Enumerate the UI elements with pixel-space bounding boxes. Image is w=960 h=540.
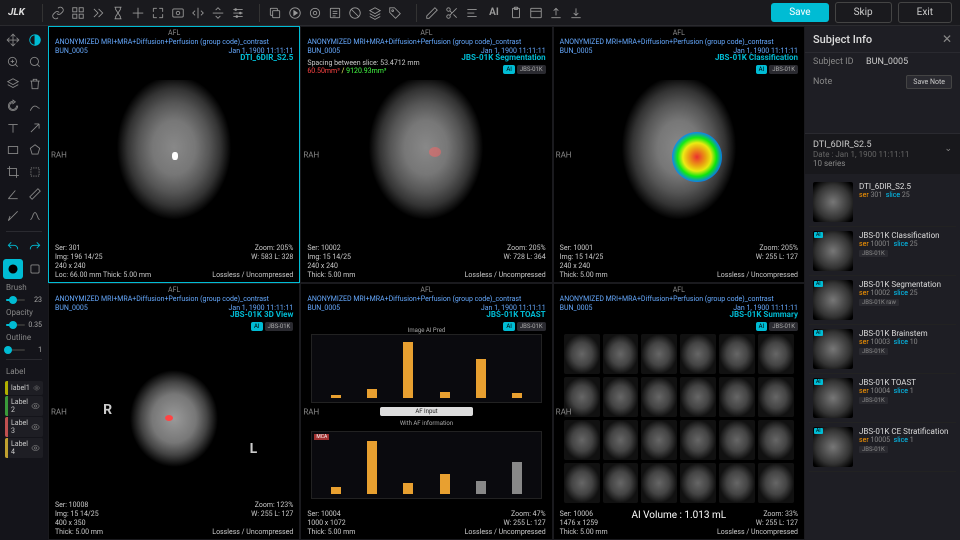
draw-icon[interactable]	[25, 96, 45, 116]
list-icon[interactable]	[326, 4, 344, 22]
window-icon[interactable]	[527, 4, 545, 22]
vp-title: DTI_6DIR_S2.5	[240, 53, 293, 62]
copy-icon[interactable]	[266, 4, 284, 22]
trash-icon[interactable]	[25, 74, 45, 94]
brush-label: Brush	[2, 281, 46, 294]
top-toolbar: JLK AI Save Skip Exit	[0, 0, 960, 26]
flip-h-icon[interactable]	[189, 4, 207, 22]
left-toolbar: Brush 23 Opacity 0.35 Outline 1 Label la…	[0, 26, 48, 540]
link-icon[interactable]	[49, 4, 67, 22]
brush-tool-icon[interactable]	[3, 259, 23, 279]
viewport-3[interactable]: AFLANONYMIZED MRI+MRA+Diffusion+Perfusio…	[48, 283, 300, 540]
label-chip[interactable]: Label 2	[5, 396, 43, 416]
undo-icon[interactable]	[3, 237, 23, 257]
viewport-4[interactable]: AFLANONYMIZED MRI+MRA+Diffusion+Perfusio…	[300, 283, 552, 540]
scissors-icon[interactable]	[443, 4, 461, 22]
stack-icon[interactable]	[366, 4, 384, 22]
text-icon[interactable]	[3, 118, 23, 138]
viewport-2[interactable]: AFLANONYMIZED MRI+MRA+Diffusion+Perfusio…	[553, 26, 805, 283]
subject-info-panel: Subject Info✕ Subject IDBUN_0005 NoteSav…	[805, 26, 960, 540]
target-icon[interactable]	[306, 4, 324, 22]
series-list: DTI_6DIR_S2.5ser 301 slice 25AIJBS-01K C…	[805, 174, 960, 540]
hourglass-icon[interactable]	[109, 4, 127, 22]
close-icon[interactable]: ✕	[942, 32, 952, 46]
brush-slider[interactable]	[6, 299, 25, 301]
save-button[interactable]: Save	[771, 3, 828, 22]
label-section: Label	[2, 365, 46, 378]
download-icon[interactable]	[567, 4, 585, 22]
series-item[interactable]: AIJBS-01K CE Stratificationser 10005 sli…	[809, 423, 956, 472]
series-item[interactable]: AIJBS-01K Brainstemser 10003 slice 10JBS…	[809, 325, 956, 374]
ai-volume: AI Volume : 1.013 mL	[631, 510, 726, 521]
series-header[interactable]: DTI_6DIR_S2.5 Date : Jan 1, 1900 11:11:1…	[805, 133, 960, 174]
panel-title: Subject Info	[813, 33, 872, 46]
viewport-1[interactable]: AFLANONYMIZED MRI+MRA+Diffusion+Perfusio…	[300, 26, 552, 283]
viewport-5[interactable]: AFLANONYMIZED MRI+MRA+Diffusion+Perfusio…	[553, 283, 805, 540]
viewport-0[interactable]: AFLANONYMIZED MRI+MRA+Diffusion+Perfusio…	[48, 26, 300, 283]
expand-icon[interactable]	[149, 4, 167, 22]
opacity-label: Opacity	[2, 306, 46, 319]
chevron-down-icon: ⌄	[944, 144, 952, 154]
viewer-grid: AFLANONYMIZED MRI+MRA+Diffusion+Perfusio…	[48, 26, 805, 540]
layers-icon[interactable]	[3, 74, 23, 94]
series-item[interactable]: DTI_6DIR_S2.5ser 301 slice 25	[809, 178, 956, 227]
flip-v-icon[interactable]	[209, 4, 227, 22]
outline-label: Outline	[2, 331, 46, 344]
pencil-icon[interactable]	[423, 4, 441, 22]
rect-icon[interactable]	[3, 140, 23, 160]
save-note-button[interactable]: Save Note	[906, 75, 952, 89]
no-icon[interactable]	[346, 4, 364, 22]
crop-icon[interactable]	[3, 162, 23, 182]
clipboard-icon[interactable]	[507, 4, 525, 22]
shape-icon[interactable]	[25, 162, 45, 182]
zoom-icon[interactable]	[25, 52, 45, 72]
play-icon[interactable]	[286, 4, 304, 22]
point-icon[interactable]	[3, 206, 23, 226]
subject-id: BUN_0005	[866, 57, 908, 67]
ai-text-icon[interactable]: AI	[483, 4, 505, 22]
redo-icon[interactable]	[25, 237, 45, 257]
outline-slider[interactable]	[6, 349, 25, 351]
settings-icon[interactable]	[229, 4, 247, 22]
fwd-icon[interactable]	[89, 4, 107, 22]
rotate-icon[interactable]	[3, 96, 23, 116]
angle-icon[interactable]	[3, 184, 23, 204]
align-icon[interactable]	[463, 4, 481, 22]
upload-icon[interactable]	[547, 4, 565, 22]
screenshot-icon[interactable]	[169, 4, 187, 22]
skip-button[interactable]: Skip	[835, 2, 892, 23]
series-item[interactable]: AIJBS-01K Segmentationser 10002 slice 25…	[809, 276, 956, 325]
label-chip[interactable]: label1	[5, 381, 43, 395]
opacity-slider[interactable]	[6, 324, 25, 326]
poly-icon[interactable]	[25, 140, 45, 160]
measure-icon[interactable]	[25, 184, 45, 204]
arrow-icon[interactable]	[25, 118, 45, 138]
tag-icon[interactable]	[386, 4, 404, 22]
contrast-icon[interactable]	[25, 30, 45, 50]
spline-icon[interactable]	[25, 206, 45, 226]
zoom-in-icon[interactable]	[3, 52, 23, 72]
label-chip[interactable]: Label 3	[5, 417, 43, 437]
exit-button[interactable]: Exit	[898, 2, 952, 23]
series-item[interactable]: AIJBS-01K Classificationser 10001 slice …	[809, 227, 956, 276]
label-chip[interactable]: Label 4	[5, 438, 43, 458]
series-item[interactable]: AIJBS-01K TOASTser 10004 slice 1JBS-01K	[809, 374, 956, 423]
center-icon[interactable]	[129, 4, 147, 22]
layout-icon[interactable]	[69, 4, 87, 22]
move-icon[interactable]	[3, 30, 23, 50]
logo: JLK	[8, 7, 36, 18]
eraser-icon[interactable]	[25, 259, 45, 279]
